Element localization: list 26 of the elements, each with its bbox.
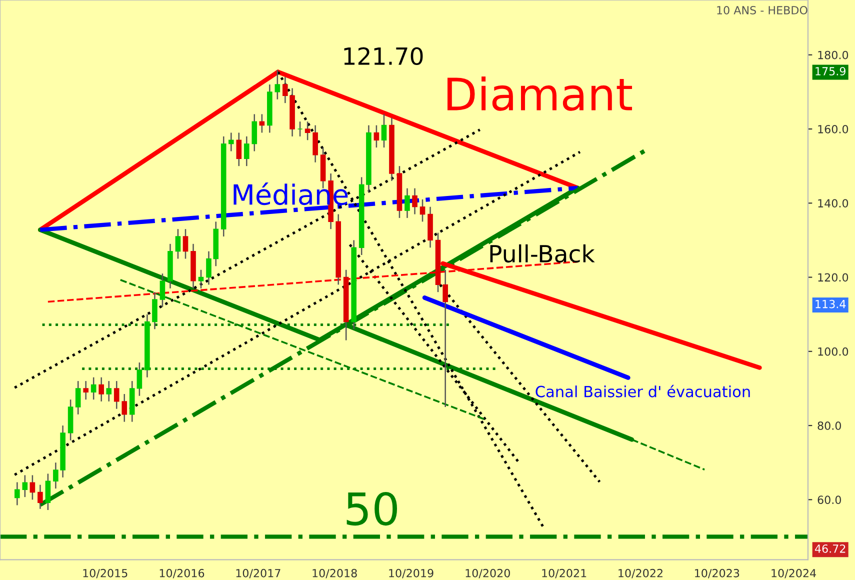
text: 113.4 [816,300,846,308]
y-tick-label: 80.0 [818,421,842,430]
text: 46.72 [814,544,846,553]
x-tick-label: 10/2022 [618,568,662,578]
x-tick-label: 10/2018 [312,568,357,578]
x-tick-label: 10/2016 [160,568,204,578]
x-tick-label: 10/2017 [236,568,280,578]
annotation: 121.70 [344,47,423,66]
x-tick-label: 10/2015 [83,568,128,578]
annotation: Diamant [448,76,632,111]
x-tick-label: 10/2021 [542,568,586,578]
annotation: Canal Baissier d' évacuation [536,384,750,398]
x-tick-label: 10/2020 [466,568,510,578]
y-tick-label: 140.0 [818,199,848,208]
y-tick-label: 100.0 [818,347,848,356]
annotation: Pull-Back [490,244,595,263]
x-tick-label: 10/2024 [772,568,816,578]
y-tick-label: 180.0 [818,50,848,60]
y-tick-label: 120.0 [818,273,848,282]
x-tick-label: 10/2019 [389,568,434,578]
text: 175.9 [816,67,846,76]
y-tick-label: 160.0 [818,124,848,134]
chart-title: 10 ANS - HEBDO [717,6,808,14]
x-tick-label: 10/2023 [695,568,740,578]
annotation: 50 [346,492,397,526]
y-tick-label: 60.0 [818,496,842,504]
